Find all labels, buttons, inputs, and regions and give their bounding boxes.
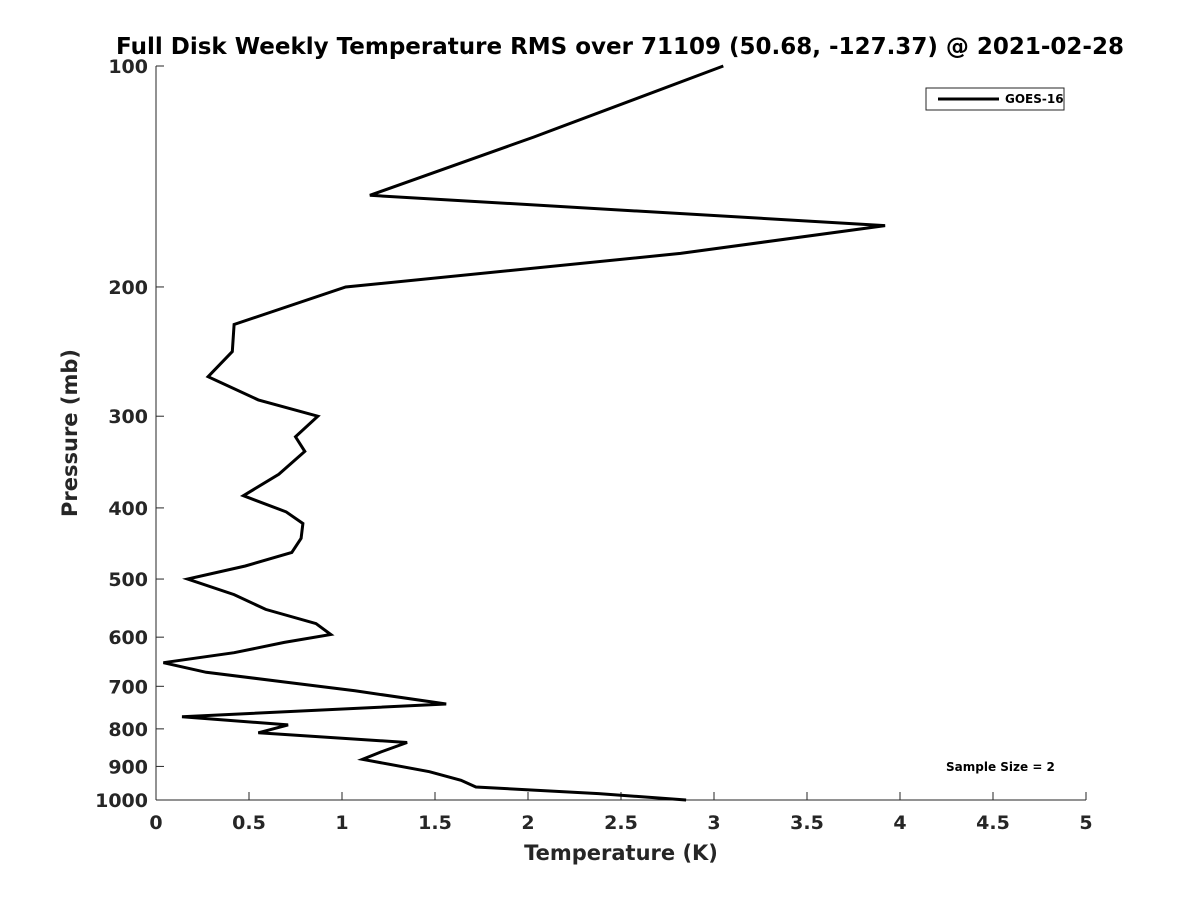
x-tick-label: 2	[521, 812, 534, 834]
x-tick-label: 0.5	[232, 812, 266, 834]
x-tick-label: 0	[149, 812, 162, 834]
sample-size-annotation: Sample Size = 2	[946, 760, 1055, 774]
series-layer	[163, 64, 886, 802]
x-tick-label: 4.5	[976, 812, 1010, 834]
chart-title: Full Disk Weekly Temperature RMS over 71…	[116, 34, 1124, 60]
y-tick-label: 900	[108, 756, 148, 778]
x-tick-label: 1	[335, 812, 348, 834]
x-tick-label: 1.5	[418, 812, 452, 834]
x-tick-label: 5	[1079, 812, 1092, 834]
x-axis-label: Temperature (K)	[524, 841, 718, 865]
y-tick-label: 700	[108, 676, 148, 698]
y-axis-label: Pressure (mb)	[58, 349, 82, 517]
x-tick-label: 3	[707, 812, 720, 834]
series-line-goes-16	[163, 64, 886, 802]
y-axis-ticks: 100 200 300 400 500 600 700 800 900 1000	[95, 56, 164, 812]
y-tick-label: 400	[108, 498, 148, 520]
y-tick-label: 800	[108, 719, 148, 741]
y-tick-label: 1000	[95, 790, 148, 812]
x-tick-label: 2.5	[604, 812, 638, 834]
y-tick-label: 600	[108, 627, 148, 649]
x-tick-label: 3.5	[790, 812, 824, 834]
y-tick-label: 500	[108, 569, 148, 591]
y-tick-label: 100	[108, 56, 148, 78]
y-tick-label: 200	[108, 277, 148, 299]
plot-area	[155, 66, 1086, 801]
x-axis-ticks: 0 0.5 1 1.5 2 2.5 3 3.5 4 4.5 5	[149, 792, 1093, 834]
y-tick-label: 300	[108, 406, 148, 428]
legend: GOES-16	[925, 87, 1065, 111]
x-tick-label: 4	[893, 812, 906, 834]
legend-entry-label: GOES-16	[1005, 92, 1064, 106]
